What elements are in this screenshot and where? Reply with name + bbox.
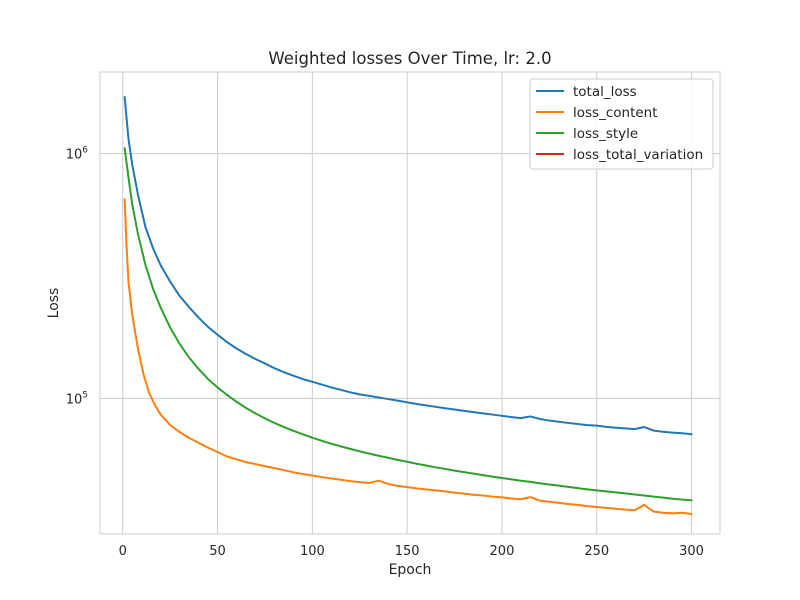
legend-label-loss-total-variation: loss_total_variation [573,147,703,163]
legend-label-loss-style: loss_style [573,126,638,142]
ticks: 0 50 100 150 200 250 300 105 106 [66,145,704,559]
x-tick-label: 250 [584,544,609,559]
legend-label-loss-content: loss_content [573,105,658,121]
legend-box [529,78,714,170]
series-line-loss-content [123,198,693,515]
y-axis-label: Loss [46,288,62,319]
legend-label-total-loss: total_loss [573,84,637,100]
legend: total_loss loss_content loss_style loss_tot… [529,78,714,170]
axes-border [99,71,721,535]
x-tick-label: 100 [300,544,325,559]
series-line-loss-style [123,147,693,502]
x-tick-label: 50 [209,544,226,559]
y-tick-label: 105 [66,391,88,408]
x-tick-label: 150 [395,544,420,559]
chart-title: Weighted losses Over Time, lr: 2.0 [268,49,551,68]
x-tick-label: 0 [119,544,127,559]
x-tick-label: 300 [679,544,704,559]
x-tick-label: 200 [490,544,515,559]
series-line-total-loss [123,95,693,436]
series-layer [123,95,693,515]
x-axis-label: Epoch [389,562,432,578]
y-tick-label: 106 [66,145,89,162]
axes-frame [99,71,721,535]
